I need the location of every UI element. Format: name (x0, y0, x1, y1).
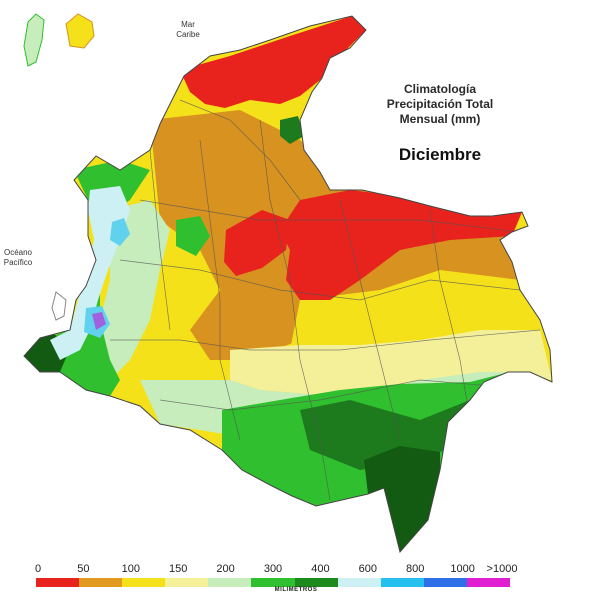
caribbean-sea-label-2: Caribe (176, 30, 200, 39)
legend-tick-label: 1000 (450, 563, 475, 575)
legend-swatch (380, 578, 424, 587)
month-label: Diciembre (398, 145, 482, 164)
pacific-ocean-label-2: Pacífico (3, 258, 33, 267)
map-title-line-1: Climatología (403, 82, 476, 96)
legend-swatch (251, 578, 295, 587)
legend-swatch (122, 578, 166, 587)
caribbean-sea-label-1: Mar (181, 20, 195, 29)
legend-tick-label: 200 (216, 563, 235, 575)
map-title-line-2: Precipitación Total (386, 97, 494, 111)
san-andres-island (23, 13, 45, 67)
pacific-ocean-label-1: Océano (3, 248, 33, 257)
legend-tick-label: 300 (263, 563, 283, 575)
pacific-ocean-label: Océano Pacífico (0, 248, 36, 268)
legend-tick-label: 0 (34, 563, 42, 575)
legend-swatch (466, 578, 511, 587)
legend-swatch (294, 578, 338, 587)
legend-tick-label: >1000 (486, 563, 518, 575)
providencia-island (65, 13, 95, 49)
legend-tick-label: 400 (311, 563, 330, 575)
legend-swatch (208, 578, 252, 587)
legend-tick-label: 100 (121, 563, 140, 575)
legend-swatch (337, 578, 381, 587)
legend-swatch (36, 578, 80, 587)
legend-swatch (165, 578, 209, 587)
legend-tick-label: 50 (77, 563, 90, 575)
malpelo-island (51, 291, 67, 321)
legend-tick-label: 800 (406, 563, 425, 575)
caribbean-sea-label: Mar Caribe (168, 20, 208, 40)
legend-tick-label: 600 (358, 563, 377, 575)
map-title-line-3: Mensual (mm) (399, 112, 481, 126)
legend-bar (36, 578, 511, 587)
legend-swatch (423, 578, 467, 587)
legend-swatch (79, 578, 123, 587)
legend-unit-label: MILIMETROS (274, 587, 318, 593)
legend-tick-label: 150 (169, 563, 188, 575)
legend-ticks: 0 50 100 150 200 300 400 600 800 1000 >1000 (0, 563, 600, 577)
